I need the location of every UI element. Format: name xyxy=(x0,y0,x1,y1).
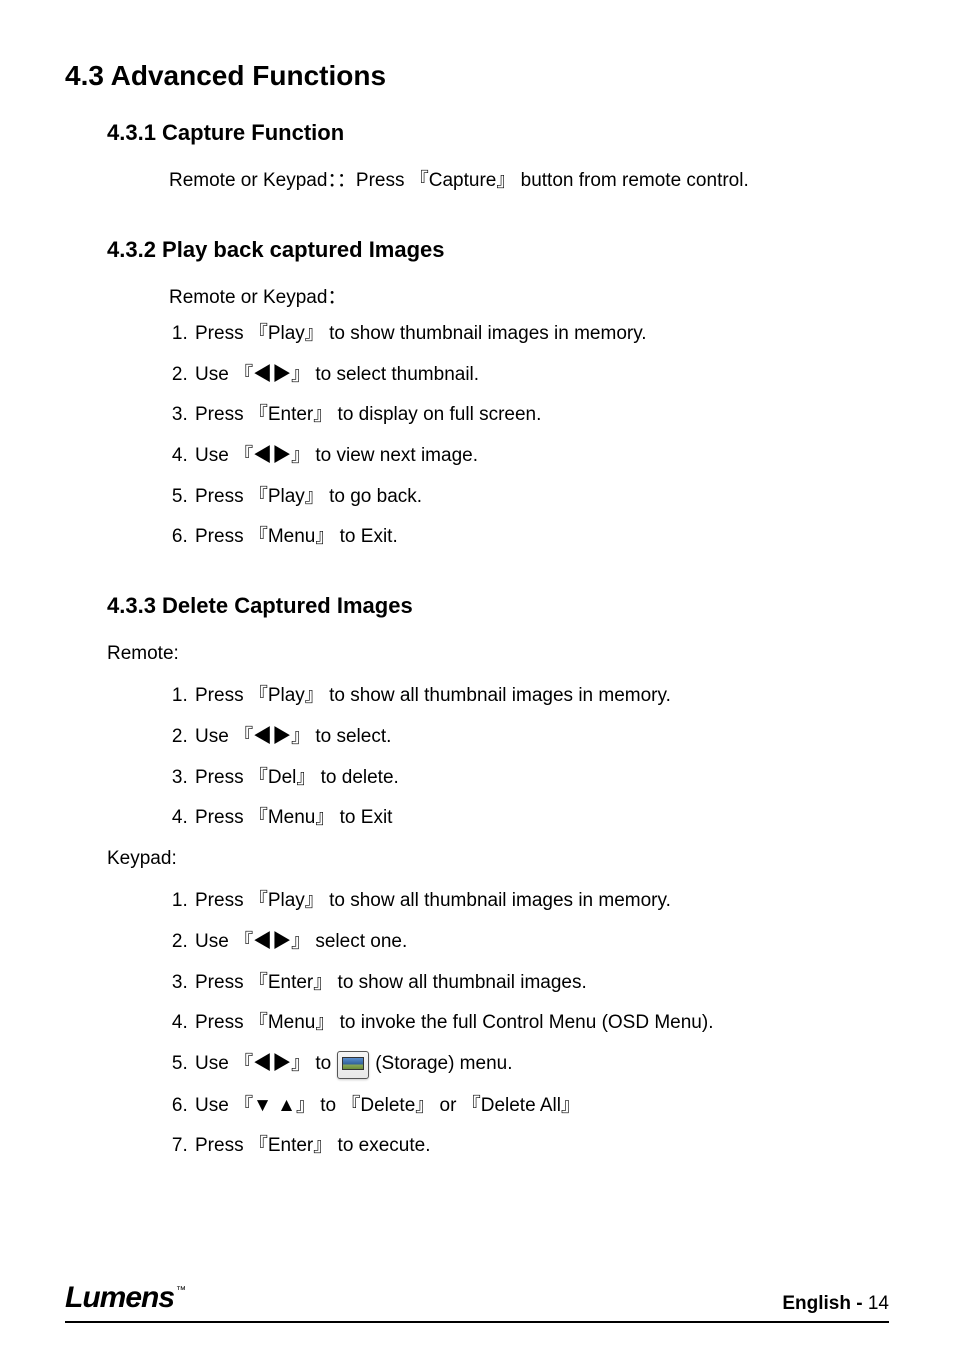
list-item: Use 『▼ ▲』 to 『Delete』 or 『Delete All』 xyxy=(193,1093,889,1120)
list-item: Use 『◀▶』 to select thumbnail. xyxy=(193,362,889,389)
language-label: English - xyxy=(782,1293,862,1314)
list-item: Press 『Enter』 to execute. xyxy=(193,1133,889,1160)
section-4-3-1: 4.3.1 Capture Function Remote or Keypad：… xyxy=(65,120,889,195)
footer-rule xyxy=(65,1321,889,1323)
list-item: Press 『Play』 to show thumbnail images in… xyxy=(193,321,889,348)
trademark-symbol: ™ xyxy=(176,1285,185,1296)
list-item: Press 『Menu』 to Exit. xyxy=(193,524,889,551)
section-heading-4-3: 4.3 Advanced Functions xyxy=(65,60,889,92)
section-4-3-2-steps: Press 『Play』 to show thumbnail images in… xyxy=(65,321,889,551)
section-4-3-3-remote-steps: Press 『Play』 to show all thumbnail image… xyxy=(65,683,889,831)
step-text-post: (Storage) menu. xyxy=(375,1051,512,1078)
lumens-logo: Lumens ™ xyxy=(65,1281,185,1315)
list-item: Use 『◀▶』 to view next image. xyxy=(193,443,889,470)
list-item: Press 『Enter』 to show all thumbnail imag… xyxy=(193,970,889,997)
step-text-pre: Use 『◀▶』 to xyxy=(195,1051,331,1078)
subheading-4-3-3: 4.3.3 Delete Captured Images xyxy=(65,593,889,619)
subheading-4-3-1: 4.3.1 Capture Function xyxy=(65,120,889,146)
logo-text: Lumens xyxy=(65,1281,174,1315)
page: 4.3 Advanced Functions 4.3.1 Capture Fun… xyxy=(0,0,954,1355)
section-4-3-2: 4.3.2 Play back captured Images Remote o… xyxy=(65,237,889,551)
list-item: Press 『Play』 to show all thumbnail image… xyxy=(193,683,889,710)
list-item: Press 『Play』 to show all thumbnail image… xyxy=(193,888,889,915)
list-item: Press 『Menu』 to invoke the full Control … xyxy=(193,1010,889,1037)
remote-label: Remote: xyxy=(65,641,889,668)
list-item: Use 『◀▶』 to select. xyxy=(193,724,889,751)
list-item: Use 『◀▶』 to (Storage) menu. xyxy=(193,1051,889,1079)
page-footer: Lumens ™ English - 14 xyxy=(65,1281,889,1323)
section-4-3-1-intro: Remote or Keypad：：Press 『Capture』 button… xyxy=(65,168,889,195)
keypad-label: Keypad: xyxy=(65,846,889,873)
page-number: 14 xyxy=(868,1293,889,1314)
page-language-number: English - 14 xyxy=(782,1293,889,1315)
subheading-4-3-2: 4.3.2 Play back captured Images xyxy=(65,237,889,263)
section-4-3-3: 4.3.3 Delete Captured Images Remote: Pre… xyxy=(65,593,889,1160)
list-item: Press 『Play』 to go back. xyxy=(193,484,889,511)
list-item: Use 『◀▶』 select one. xyxy=(193,929,889,956)
section-4-3-2-intro: Remote or Keypad： xyxy=(65,285,889,312)
list-item: Press 『Del』 to delete. xyxy=(193,765,889,792)
list-item: Press 『Enter』 to display on full screen. xyxy=(193,402,889,429)
section-4-3-3-keypad-steps: Press 『Play』 to show all thumbnail image… xyxy=(65,888,889,1160)
list-item: Press 『Menu』 to Exit xyxy=(193,805,889,832)
storage-icon xyxy=(337,1051,369,1079)
